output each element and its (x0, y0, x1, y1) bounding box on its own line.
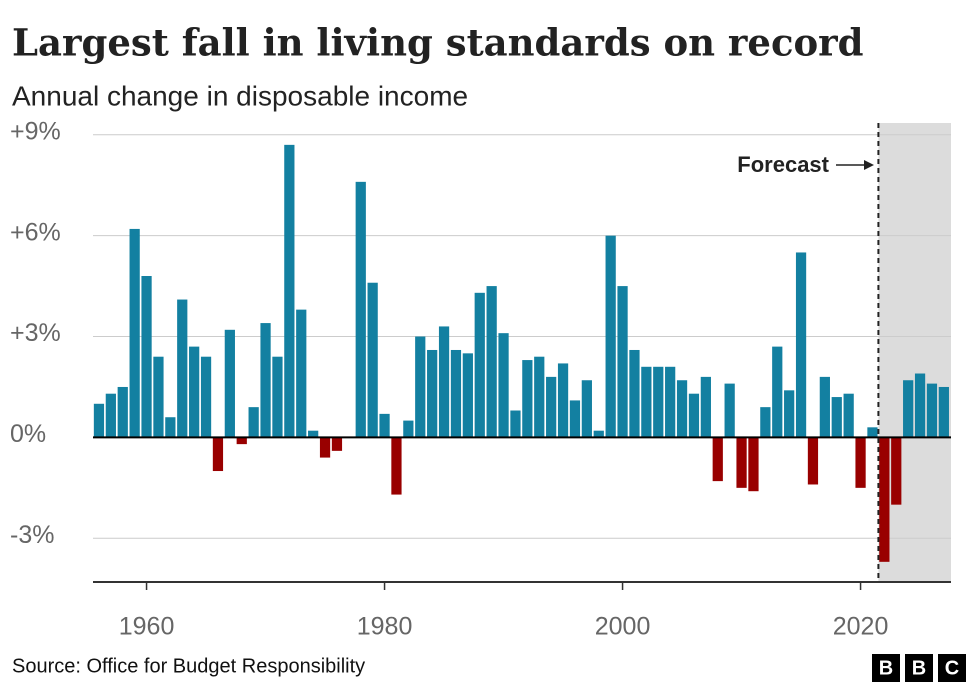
bar (177, 299, 188, 438)
forecast-arrowhead (864, 160, 874, 170)
bar (914, 373, 926, 438)
bar (486, 286, 497, 438)
logo-box (938, 654, 966, 682)
bar (676, 380, 688, 438)
logo-letter: B (912, 657, 926, 679)
bar (438, 326, 450, 438)
bar (843, 393, 854, 438)
bar (224, 329, 235, 438)
bar (355, 181, 366, 438)
bar (641, 366, 652, 438)
bar (319, 437, 331, 458)
bar (379, 413, 390, 438)
bar (772, 346, 783, 438)
bar (891, 437, 902, 505)
bar (284, 144, 295, 438)
bar (212, 437, 224, 472)
bar (593, 430, 604, 438)
x-tick-label: 1960 (119, 613, 175, 641)
bar (819, 376, 830, 438)
y-tick-label: +9% (10, 117, 61, 145)
bar (93, 403, 105, 438)
bar (474, 292, 485, 438)
source: Source: Office for Budget Responsibility (12, 655, 365, 677)
x-tick-label: 1980 (357, 613, 413, 641)
bar (938, 386, 949, 438)
logo-box (872, 654, 900, 682)
bar (462, 353, 473, 438)
bar (296, 309, 307, 438)
bar (200, 356, 212, 438)
bar (165, 417, 176, 438)
bar (665, 366, 676, 438)
bar (760, 407, 771, 438)
bar (522, 360, 533, 438)
bar (117, 386, 128, 438)
bar (236, 437, 247, 445)
forecast-label: Forecast (737, 152, 829, 177)
bar (557, 363, 569, 438)
bar (617, 286, 628, 438)
bar (141, 276, 152, 438)
bar (748, 437, 759, 492)
bar (605, 235, 616, 438)
bar (700, 376, 711, 438)
forecast-region (878, 123, 951, 582)
bar (653, 366, 664, 438)
bar (867, 427, 878, 438)
bar (189, 346, 200, 438)
bar (807, 437, 819, 485)
bar (331, 437, 343, 451)
y-tick-label: +3% (10, 319, 61, 347)
bar (688, 393, 700, 438)
bar (546, 376, 557, 438)
bar (569, 400, 581, 438)
bar (391, 437, 402, 495)
bar (272, 356, 283, 438)
bar (129, 228, 140, 438)
bar (855, 437, 866, 488)
bar (308, 430, 319, 438)
bar (629, 349, 640, 438)
x-tick-label: 2000 (595, 613, 651, 641)
bar (534, 356, 545, 438)
bar (153, 356, 164, 438)
bar (498, 333, 509, 438)
bar (260, 323, 271, 438)
logo-letter: B (879, 657, 893, 679)
logo-box (905, 654, 933, 682)
bar (879, 437, 890, 562)
bar (415, 336, 426, 438)
bar (903, 380, 914, 438)
bar (427, 349, 438, 438)
logo-letter: C (945, 657, 959, 679)
bar (712, 437, 723, 482)
bar (784, 390, 795, 438)
bar (510, 410, 521, 438)
bar (450, 349, 462, 438)
bar (248, 407, 259, 438)
bar (831, 397, 842, 438)
bar (367, 282, 378, 438)
y-tick-label: 0% (10, 420, 46, 448)
y-tick-label: -3% (10, 521, 54, 549)
bar (105, 393, 116, 438)
bar (403, 420, 414, 438)
bar (736, 437, 747, 488)
x-tick-label: 2020 (833, 613, 889, 641)
chart-title: Largest fall in living standards on reco… (12, 21, 864, 65)
y-tick-label: +6% (10, 218, 61, 246)
bar (926, 383, 938, 438)
chart-subtitle: Annual change in disposable income (12, 80, 468, 111)
bar (724, 383, 735, 438)
bar (795, 252, 807, 438)
bar (581, 380, 592, 438)
